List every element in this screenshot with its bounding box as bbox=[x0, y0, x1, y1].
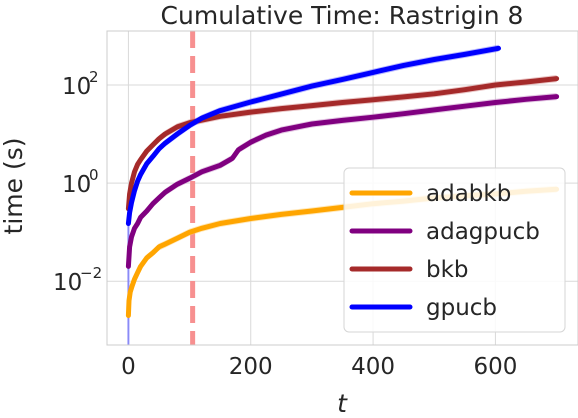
legend-items: adabkb adagpucb bkb gpucb bbox=[349, 181, 540, 321]
legend-label-bkb: bkb bbox=[426, 257, 469, 283]
line-adagpucb bbox=[125, 94, 560, 269]
x-tick-label: 600 bbox=[473, 354, 517, 380]
legend-label-adagpucb: adagpucb bbox=[426, 219, 540, 245]
y-tick-base: 10 bbox=[53, 270, 82, 296]
y-tick-exponent: 2 bbox=[89, 68, 99, 86]
y-tick-label: 102 bbox=[62, 68, 99, 100]
plot-frame bbox=[106, 30, 578, 346]
y-tick-label: 100 bbox=[62, 166, 99, 198]
line-gpucb bbox=[125, 45, 501, 226]
y-axis-label: time (s) bbox=[0, 138, 28, 235]
x-tick-label: 400 bbox=[351, 354, 395, 380]
y-tick-base: 10 bbox=[62, 172, 91, 198]
x-tick-labels: 0 200 400 600 bbox=[121, 354, 517, 380]
y-tick-label: 10−2 bbox=[53, 264, 102, 296]
y-tick-exponent: 0 bbox=[89, 166, 99, 184]
legend-label-gpucb: gpucb bbox=[426, 295, 497, 321]
y-tick-exponent: −2 bbox=[80, 264, 102, 282]
chart-title: Cumulative Time: Rastrigin 8 bbox=[161, 1, 524, 30]
legend: adabkb adagpucb bkb gpucb bbox=[343, 167, 566, 333]
x-axis-label: t bbox=[337, 389, 348, 418]
legend-label-adabkb: adabkb bbox=[426, 181, 511, 207]
x-tick-label: 0 bbox=[121, 354, 136, 380]
legend-box bbox=[343, 167, 566, 333]
x-tick-label: 200 bbox=[229, 354, 273, 380]
y-tick-base: 10 bbox=[62, 74, 91, 100]
